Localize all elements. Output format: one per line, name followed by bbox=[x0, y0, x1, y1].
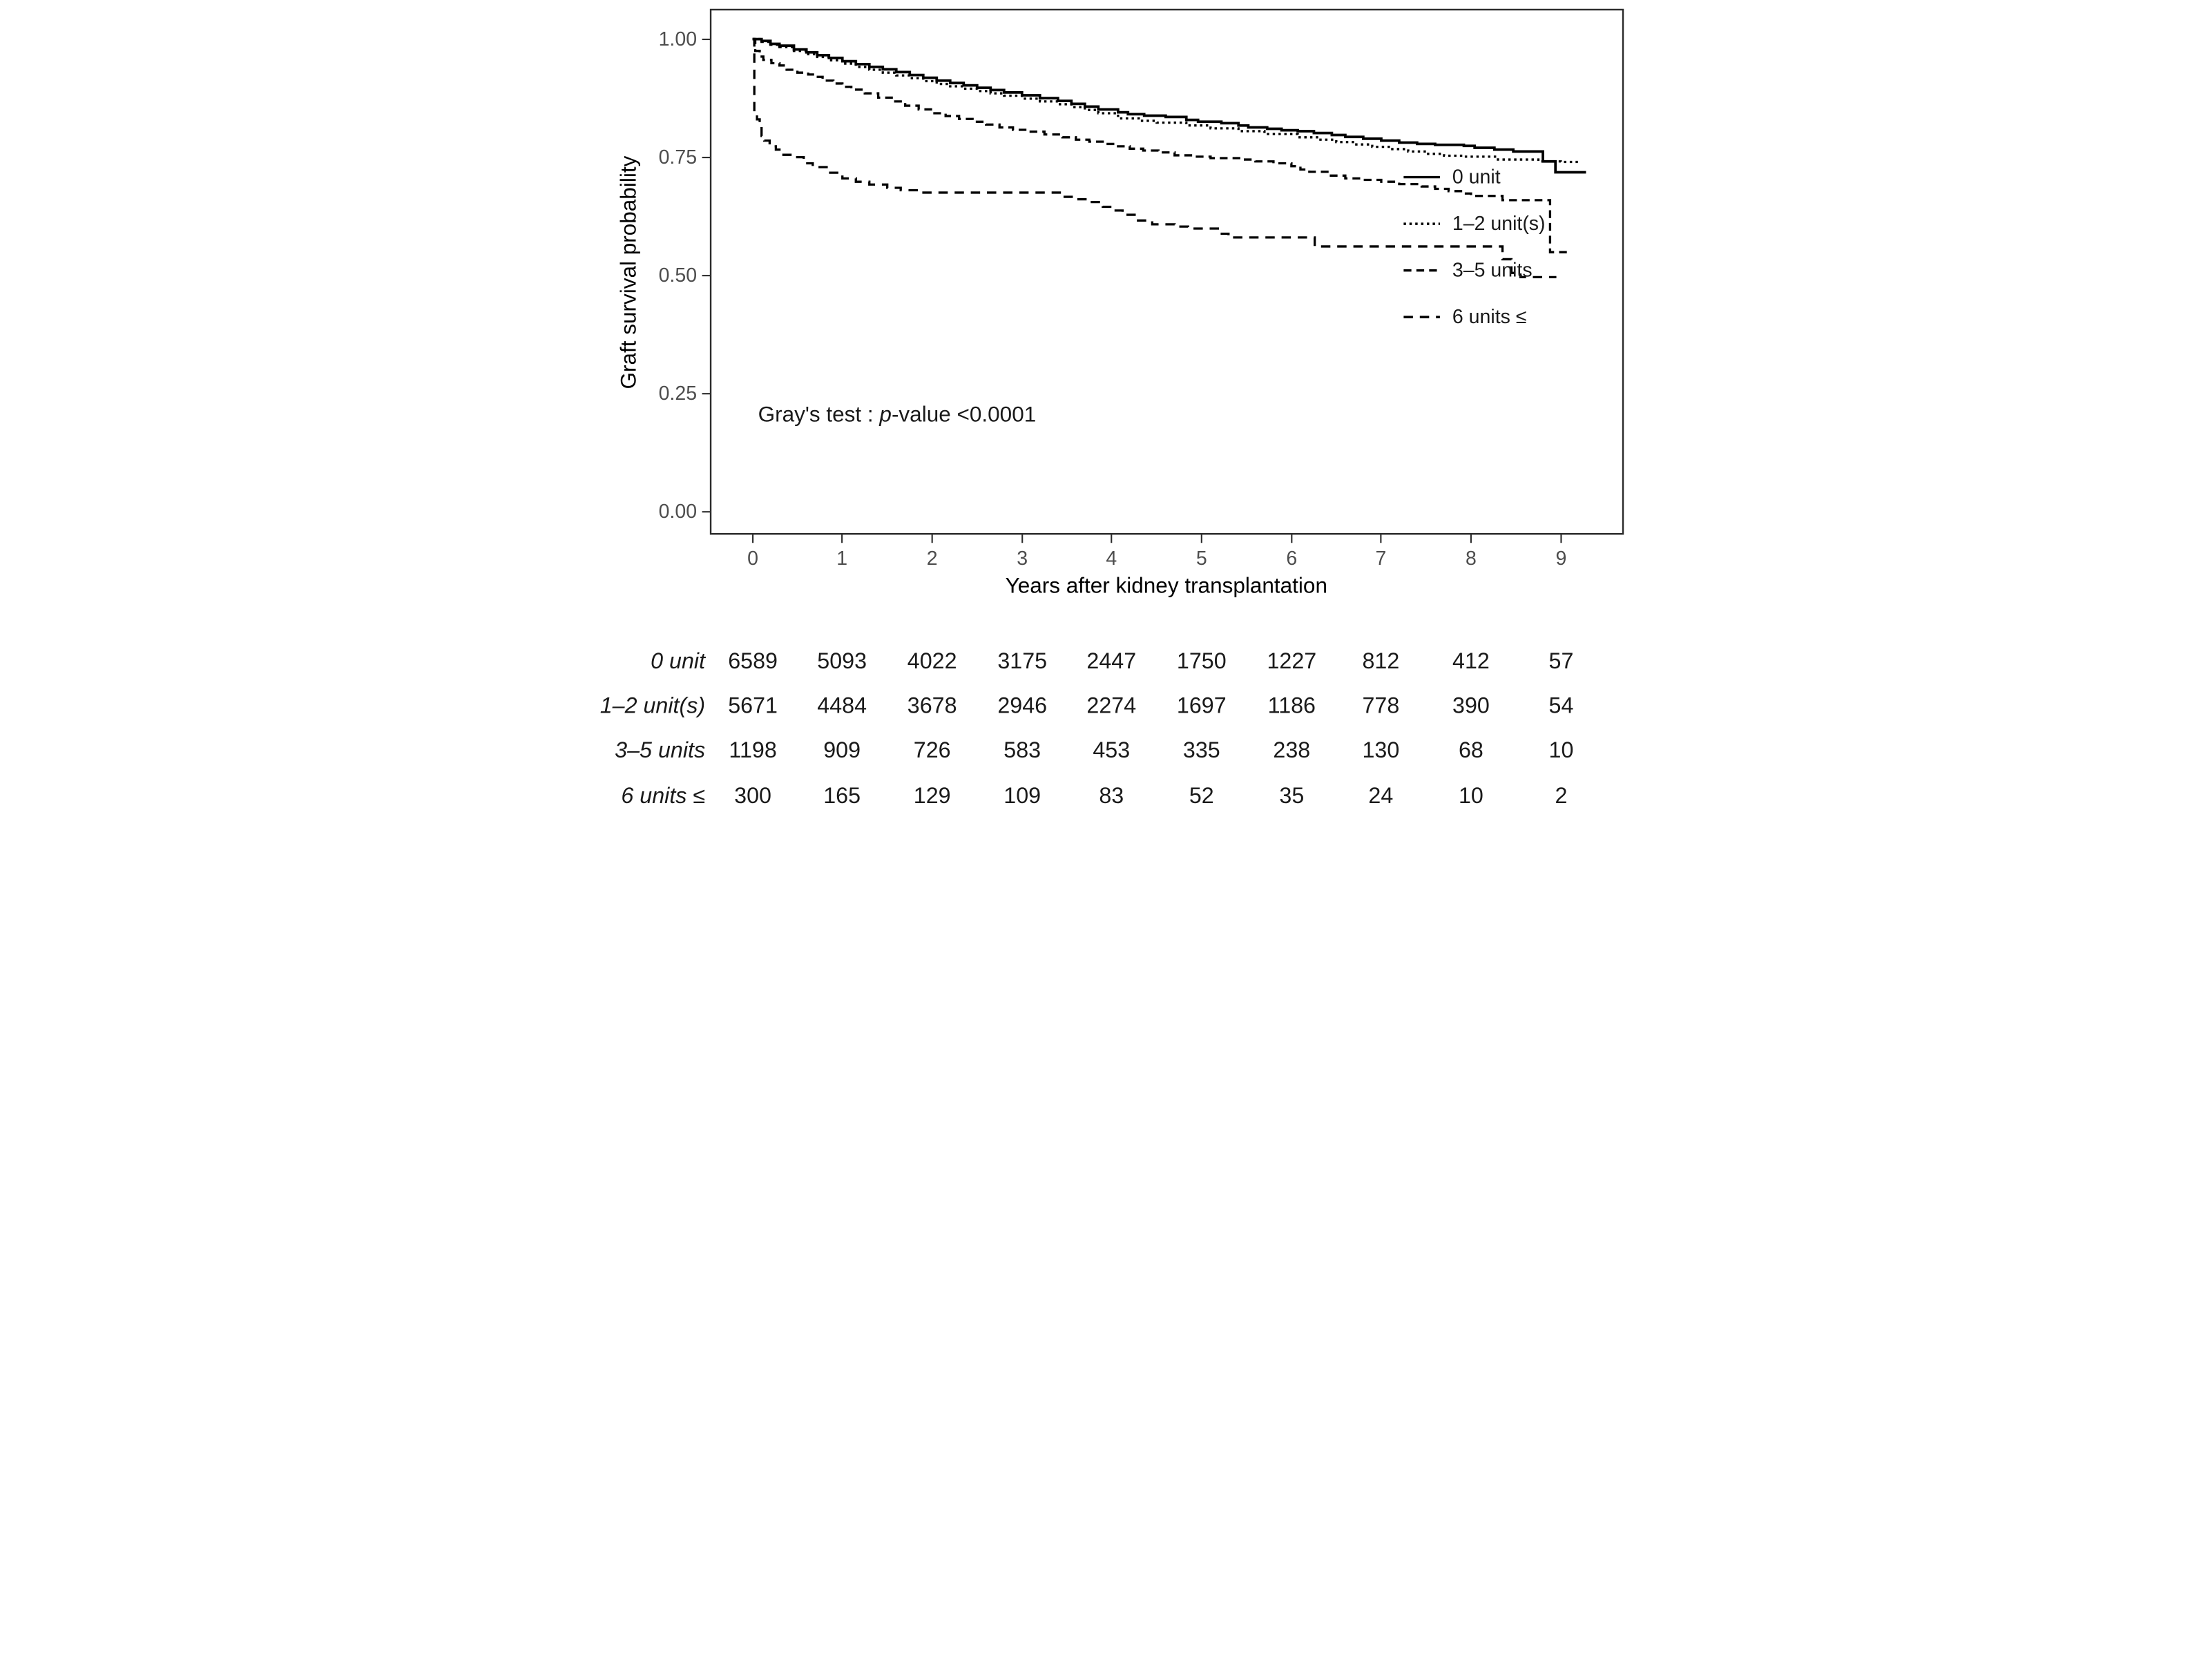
table-cell: 4484 bbox=[817, 693, 867, 717]
risk-table: 0 unit 6589 5093 4022 3175 2447 1750 122… bbox=[599, 648, 1573, 808]
table-cell: 2447 bbox=[1086, 648, 1136, 673]
curves bbox=[752, 37, 1586, 279]
x-tick-label: 5 bbox=[1195, 548, 1207, 570]
y-tick-label: 0.00 bbox=[658, 501, 696, 523]
y-tick-label: 1.00 bbox=[658, 28, 696, 50]
table-cell: 3678 bbox=[907, 693, 957, 717]
table-cell: 453 bbox=[1093, 737, 1130, 762]
table-cell: 335 bbox=[1182, 737, 1220, 762]
table-cell: 165 bbox=[823, 783, 861, 808]
table-cell: 238 bbox=[1273, 737, 1310, 762]
plot-panel-border bbox=[709, 8, 1624, 535]
table-cell: 24 bbox=[1368, 783, 1393, 808]
table-cell: 812 bbox=[1362, 648, 1399, 673]
table-cell: 2 bbox=[1555, 783, 1567, 808]
x-tick-label: 7 bbox=[1375, 548, 1386, 570]
curve-6-plus-units bbox=[752, 37, 1557, 279]
x-tick-label: 9 bbox=[1555, 548, 1566, 570]
figure-container: 1.00 0.75 0.50 0.25 0.00 0 1 2 3 4 5 6 7… bbox=[547, 0, 1643, 840]
legend: 0 unit 1–2 unit(s) 3–5 units 6 units ≤ bbox=[1403, 166, 1545, 328]
survival-chart: 1.00 0.75 0.50 0.25 0.00 0 1 2 3 4 5 6 7… bbox=[599, 8, 1624, 808]
table-cell: 1750 bbox=[1176, 648, 1226, 673]
legend-label: 3–5 units bbox=[1452, 260, 1532, 282]
row-label: 0 unit bbox=[651, 648, 707, 673]
table-cell: 10 bbox=[1548, 737, 1573, 762]
table-cell: 130 bbox=[1362, 737, 1399, 762]
risk-table-row-0: 0 unit 6589 5093 4022 3175 2447 1750 122… bbox=[651, 648, 1573, 673]
table-cell: 583 bbox=[1003, 737, 1041, 762]
table-cell: 109 bbox=[1003, 783, 1041, 808]
grays-test-annotation: Gray's test : p-value <0.0001 bbox=[758, 402, 1036, 427]
table-cell: 1697 bbox=[1176, 693, 1226, 717]
table-cell: 909 bbox=[823, 737, 861, 762]
table-cell: 52 bbox=[1189, 783, 1213, 808]
curve-3-5-units bbox=[752, 37, 1567, 253]
legend-label: 0 unit bbox=[1452, 166, 1500, 189]
y-tick-label: 0.25 bbox=[658, 383, 696, 405]
curve-1-2-units bbox=[752, 37, 1579, 164]
table-cell: 5671 bbox=[728, 693, 778, 717]
table-cell: 129 bbox=[913, 783, 950, 808]
x-axis-title: Years after kidney transplantation bbox=[1005, 572, 1327, 597]
x-axis-ticks bbox=[751, 534, 1562, 543]
table-cell: 1227 bbox=[1267, 648, 1316, 673]
table-cell: 35 bbox=[1279, 783, 1304, 808]
row-label: 1–2 unit(s) bbox=[599, 693, 704, 717]
table-cell: 83 bbox=[1099, 783, 1124, 808]
table-cell: 300 bbox=[734, 783, 771, 808]
table-cell: 390 bbox=[1452, 693, 1490, 717]
row-label: 6 units ≤ bbox=[621, 783, 705, 808]
x-tick-label: 1 bbox=[836, 548, 847, 570]
x-axis-tick-labels: 0 1 2 3 4 5 6 7 8 9 bbox=[747, 548, 1566, 570]
table-cell: 1186 bbox=[1267, 693, 1315, 717]
risk-table-row-1: 1–2 unit(s) 5671 4484 3678 2946 2274 169… bbox=[599, 693, 1573, 717]
x-tick-label: 0 bbox=[747, 548, 758, 570]
legend-label: 1–2 unit(s) bbox=[1452, 213, 1545, 235]
table-cell: 57 bbox=[1548, 648, 1573, 673]
y-tick-label: 0.50 bbox=[658, 264, 696, 287]
risk-table-row-2: 3–5 units 1198 909 726 583 453 335 238 1… bbox=[615, 737, 1573, 762]
table-cell: 6589 bbox=[728, 648, 778, 673]
legend-label: 6 units ≤ bbox=[1452, 306, 1526, 328]
table-cell: 10 bbox=[1458, 783, 1483, 808]
risk-table-row-3: 6 units ≤ 300 165 129 109 83 52 35 24 10… bbox=[621, 783, 1567, 808]
table-cell: 412 bbox=[1452, 648, 1490, 673]
y-axis-title: Graft survival probability bbox=[615, 155, 640, 389]
row-label: 3–5 units bbox=[615, 737, 705, 762]
x-tick-label: 6 bbox=[1286, 548, 1297, 570]
table-cell: 54 bbox=[1548, 693, 1573, 717]
table-cell: 1198 bbox=[729, 737, 776, 762]
x-tick-label: 3 bbox=[1017, 548, 1028, 570]
y-axis-tick-labels: 1.00 0.75 0.50 0.25 0.00 bbox=[658, 28, 696, 523]
table-cell: 726 bbox=[913, 737, 950, 762]
table-cell: 2274 bbox=[1086, 693, 1136, 717]
table-cell: 3175 bbox=[997, 648, 1047, 673]
table-cell: 4022 bbox=[907, 648, 957, 673]
y-tick-label: 0.75 bbox=[658, 146, 696, 168]
x-tick-label: 2 bbox=[926, 548, 937, 570]
x-tick-label: 4 bbox=[1106, 548, 1117, 570]
table-cell: 2946 bbox=[997, 693, 1047, 717]
table-cell: 778 bbox=[1362, 693, 1399, 717]
x-tick-label: 8 bbox=[1465, 548, 1476, 570]
table-cell: 68 bbox=[1458, 737, 1483, 762]
table-cell: 5093 bbox=[817, 648, 867, 673]
y-axis-ticks bbox=[702, 38, 711, 513]
